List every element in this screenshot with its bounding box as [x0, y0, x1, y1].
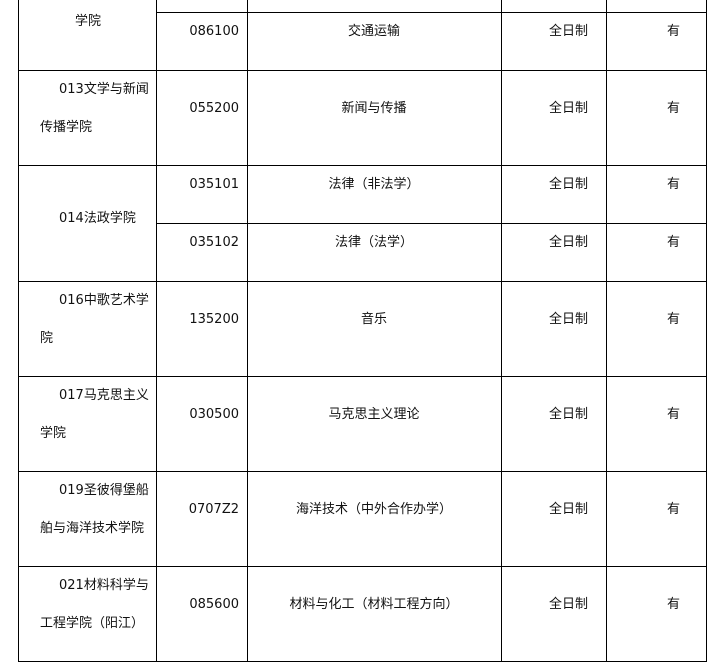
availability: 有 — [666, 407, 680, 422]
college-name: 学院 — [40, 426, 67, 441]
program-code: 035102 — [189, 235, 239, 250]
table-border — [247, 0, 248, 662]
program-code: 035101 — [189, 177, 239, 192]
major-name: 音乐 — [360, 312, 387, 327]
study-mode: 全日制 — [548, 312, 588, 327]
study-mode: 全日制 — [548, 235, 588, 250]
table-border — [18, 471, 707, 472]
table-border — [18, 70, 707, 71]
study-mode: 全日制 — [548, 24, 588, 39]
availability: 有 — [666, 24, 680, 39]
college-name: 019圣彼得堡船 — [59, 483, 149, 498]
college-name: 016中歌艺术学 — [59, 293, 149, 308]
major-name: 新闻与传播 — [341, 101, 407, 116]
table-border — [18, 376, 707, 377]
availability: 有 — [666, 177, 680, 192]
program-code: 0707Z2 — [188, 502, 239, 517]
table-border — [156, 12, 707, 13]
college-name: 工程学院（阳江） — [40, 616, 145, 631]
college-name: 院 — [40, 331, 54, 346]
college-name: 传播学院 — [40, 120, 93, 135]
college-name: 021材料科学与 — [59, 578, 149, 593]
table-border — [18, 0, 19, 662]
table-border — [156, 223, 707, 224]
major-name: 法律（非法学） — [328, 177, 420, 192]
program-code: 030500 — [189, 407, 239, 422]
table-border — [156, 0, 157, 662]
study-mode: 全日制 — [548, 407, 588, 422]
college-name: 舶与海洋技术学院 — [40, 521, 145, 536]
college-name: 014法政学院 — [59, 211, 136, 226]
table-border — [501, 0, 502, 662]
major-name: 法律（法学） — [334, 235, 413, 250]
major-name: 材料与化工（材料工程方向） — [289, 597, 459, 612]
program-code: 086100 — [189, 24, 239, 39]
program-code: 055200 — [189, 101, 239, 116]
program-code: 085600 — [189, 597, 239, 612]
study-mode: 全日制 — [548, 502, 588, 517]
availability: 有 — [666, 597, 680, 612]
study-mode: 全日制 — [548, 597, 588, 612]
table-border — [18, 281, 707, 282]
table-border — [606, 0, 607, 662]
availability: 有 — [666, 312, 680, 327]
study-mode: 全日制 — [548, 101, 588, 116]
table-border — [18, 165, 707, 166]
availability: 有 — [666, 235, 680, 250]
availability: 有 — [666, 101, 680, 116]
college-name: 017马克思主义 — [59, 388, 149, 403]
table-border — [18, 661, 707, 662]
program-code: 135200 — [189, 312, 239, 327]
major-name: 交通运输 — [347, 24, 400, 39]
table-border — [18, 566, 707, 567]
college-name: 013文学与新闻 — [59, 82, 149, 97]
study-mode: 全日制 — [548, 177, 588, 192]
major-name: 马克思主义理论 — [328, 407, 420, 422]
major-name: 海洋技术（中外合作办学） — [295, 502, 452, 517]
table-border — [706, 0, 707, 662]
availability: 有 — [666, 502, 680, 517]
college-name: 学院 — [75, 14, 102, 29]
